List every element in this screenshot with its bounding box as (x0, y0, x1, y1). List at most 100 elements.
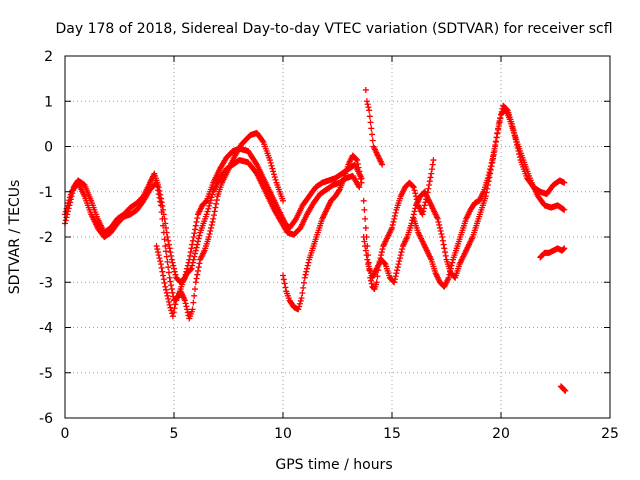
y-tick-label: 1 (44, 94, 53, 110)
data-point (490, 153, 497, 160)
data-point (192, 247, 199, 254)
data-point (356, 168, 363, 175)
data-point (192, 222, 199, 229)
data-point (191, 286, 198, 293)
data-point (194, 267, 201, 274)
data-point (396, 258, 403, 265)
data-point (161, 280, 168, 287)
data-point (449, 259, 456, 266)
data-point (410, 183, 417, 190)
data-point (378, 249, 385, 256)
data-point (184, 306, 191, 313)
data-point (300, 279, 307, 286)
data-point (295, 306, 302, 313)
data-point (169, 289, 176, 296)
series-trace-10 (557, 383, 569, 394)
data-point (212, 204, 219, 211)
data-point (483, 189, 490, 196)
series-trace-8 (410, 105, 568, 290)
data-point (434, 215, 441, 222)
data-point (300, 284, 307, 291)
data-point (364, 101, 371, 108)
data-point (436, 221, 443, 228)
data-point (158, 264, 165, 271)
data-point (296, 303, 303, 310)
axis-ticks (64, 55, 611, 419)
data-point (303, 268, 310, 275)
data-point (168, 256, 175, 263)
data-point (171, 265, 177, 272)
data-point (165, 269, 172, 276)
data-point (66, 197, 73, 204)
data-point (267, 159, 274, 166)
data-point (421, 202, 428, 209)
data-point (162, 243, 169, 250)
data-point (156, 194, 163, 201)
data-point (356, 184, 363, 191)
data-point (155, 249, 162, 256)
data-point (63, 214, 70, 221)
data-point (207, 227, 214, 234)
data-point (368, 125, 375, 132)
data-point (159, 268, 166, 275)
data-point (485, 172, 492, 179)
data-point (391, 276, 398, 283)
data-point (561, 179, 568, 186)
data-point (190, 256, 197, 263)
data-point (159, 215, 166, 222)
data-point (168, 252, 175, 259)
data-point (62, 217, 69, 224)
data-point (495, 123, 502, 130)
data-point (369, 137, 376, 144)
data-point (157, 258, 164, 265)
data-point (429, 161, 436, 168)
data-point (420, 205, 427, 212)
data-point (165, 241, 172, 248)
data-point (207, 197, 214, 204)
data-point (193, 244, 200, 251)
data-point (163, 289, 170, 296)
data-point (305, 259, 312, 266)
data-point (163, 253, 170, 260)
data-point (181, 297, 188, 304)
data-point (202, 198, 209, 205)
data-point (157, 198, 164, 205)
x-tick-label: 25 (601, 426, 619, 442)
data-point (492, 138, 499, 145)
data-point (160, 222, 167, 229)
data-point (430, 157, 437, 164)
data-point (259, 137, 266, 144)
data-point (487, 163, 494, 170)
data-point (157, 202, 164, 209)
data-point (160, 229, 167, 236)
data-point (362, 86, 369, 93)
data-point (161, 236, 168, 243)
data-point (495, 126, 502, 133)
data-point (210, 212, 217, 219)
data-point (280, 276, 287, 283)
data-point (420, 208, 427, 215)
data-point (440, 241, 447, 248)
data-point (360, 234, 367, 240)
data-point (280, 197, 286, 204)
data-point (282, 284, 289, 291)
data-point (354, 157, 361, 164)
data-point (447, 265, 454, 272)
gridlines (65, 56, 610, 418)
data-point (160, 276, 167, 283)
data-point (165, 237, 172, 244)
data-point (170, 309, 177, 316)
data-point (182, 300, 189, 307)
data-point (296, 300, 303, 307)
series-trace-6 (360, 157, 437, 293)
data-point (269, 165, 276, 172)
data-point (301, 274, 308, 281)
data-point (491, 145, 498, 152)
data-point (209, 191, 216, 198)
data-point (62, 208, 69, 215)
data-point (165, 264, 172, 271)
y-tick-label: -4 (39, 321, 53, 337)
data-point (167, 249, 174, 256)
data-point (358, 179, 365, 186)
data-point (189, 306, 196, 313)
